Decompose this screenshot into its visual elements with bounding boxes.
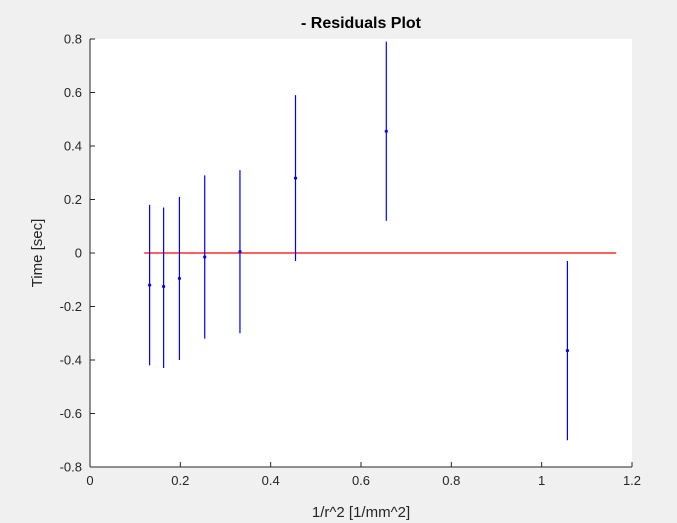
x-tick-label: 0.2 bbox=[171, 473, 189, 488]
axes-layer: 0 0.2 0.4 0.6 0.8 1 1.2 -0.8 -0.6 -0.4 -0.2 0 0.2 0.4… bbox=[60, 32, 641, 489]
chart-title: - Residuals Plot bbox=[301, 15, 422, 32]
data-point bbox=[384, 129, 388, 133]
y-tick-label: -0.2 bbox=[60, 299, 82, 314]
x-tick-label: 0 bbox=[86, 473, 93, 488]
y-tick-label: 0.6 bbox=[64, 85, 82, 100]
x-tick-label: 0.4 bbox=[262, 473, 280, 488]
x-tick-label: 0.8 bbox=[442, 473, 460, 488]
data-point bbox=[162, 284, 166, 289]
y-axis-title: Time [sec] bbox=[29, 219, 46, 288]
data-point bbox=[293, 176, 298, 180]
data-point bbox=[148, 283, 152, 287]
series-layer bbox=[148, 41, 570, 441]
y-tick-label: 0.8 bbox=[64, 32, 82, 47]
x-axis-title: 1/r^2 [1/mm^2] bbox=[312, 504, 410, 521]
y-tick-label: 0 bbox=[75, 246, 82, 261]
y-tick-label: -0.4 bbox=[60, 353, 82, 368]
data-point bbox=[565, 349, 570, 353]
y-tick-label: 0.2 bbox=[64, 192, 82, 207]
y-tick-label: 0.4 bbox=[64, 139, 82, 154]
x-tick-label: 1.2 bbox=[623, 473, 641, 488]
y-tick-label: -0.6 bbox=[60, 406, 82, 421]
data-point bbox=[238, 250, 242, 254]
y-tick-label: -0.8 bbox=[60, 460, 82, 475]
data-point bbox=[177, 276, 182, 281]
x-tick-label: 0.6 bbox=[352, 473, 370, 488]
x-tick-label: 1 bbox=[538, 473, 545, 488]
data-point bbox=[203, 255, 207, 259]
